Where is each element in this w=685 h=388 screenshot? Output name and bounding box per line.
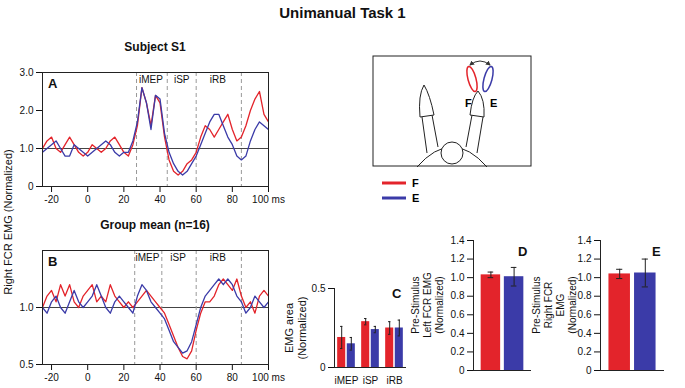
svg-text:1.0: 1.0 (20, 143, 34, 154)
svg-text:iSP: iSP (363, 375, 379, 386)
svg-text:F: F (465, 97, 472, 109)
svg-text:E: E (490, 97, 497, 109)
html-text:B: B (48, 254, 58, 269)
svg-text:40: 40 (154, 194, 166, 205)
svg-text:20: 20 (118, 194, 130, 205)
html-text:A: A (48, 76, 58, 91)
html-text:C: C (392, 286, 402, 301)
svg-text:1.0: 1.0 (578, 272, 592, 283)
html-text:Pre-Stimulus Left FCR EMG (Nor: Pre-Stimulus Left FCR EMG (Normalized) (410, 272, 445, 338)
svg-text:iMEP: iMEP (335, 375, 359, 386)
svg-text:0.5: 0.5 (312, 283, 326, 294)
svg-text:1.2: 1.2 (451, 253, 465, 264)
svg-text:iRB: iRB (210, 252, 226, 263)
svg-text:60: 60 (191, 372, 203, 383)
html-text:Unimanual Task 1: Unimanual Task 1 (279, 4, 406, 21)
svg-text:0: 0 (28, 181, 34, 192)
svg-text:0: 0 (85, 194, 91, 205)
svg-text:0.6: 0.6 (578, 309, 592, 320)
html-text:D: D (518, 244, 528, 259)
svg-text:1.4: 1.4 (451, 235, 465, 246)
svg-text:80: 80 (227, 372, 239, 383)
html-text:Subject S1: Subject S1 (124, 40, 186, 54)
svg-text:0.4: 0.4 (578, 328, 592, 339)
svg-text:-20: -20 (44, 194, 59, 205)
svg-text:1.2: 1.2 (578, 253, 592, 264)
svg-text:2.0: 2.0 (20, 105, 34, 116)
svg-text:0: 0 (320, 362, 326, 373)
svg-text:40: 40 (154, 372, 166, 383)
svg-text:F: F (412, 177, 419, 189)
svg-text:iSP: iSP (170, 252, 186, 263)
html-text:Pre-Stimulus Right FCR EMG (No: Pre-Stimulus Right FCR EMG (Normalized) (531, 276, 578, 334)
svg-text:0.2: 0.2 (451, 346, 465, 357)
svg-text:0: 0 (586, 365, 592, 376)
svg-text:3.0: 3.0 (20, 67, 34, 78)
svg-text:0.5: 0.5 (20, 359, 34, 370)
svg-text:0.2: 0.2 (578, 346, 592, 357)
svg-text:0.4: 0.4 (451, 328, 465, 339)
svg-text:E: E (412, 192, 419, 204)
svg-text:iRB: iRB (386, 375, 402, 386)
svg-text:0: 0 (85, 372, 91, 383)
svg-text:1.0: 1.0 (451, 272, 465, 283)
svg-text:0.8: 0.8 (451, 290, 465, 301)
svg-text:100 ms: 100 ms (252, 372, 285, 383)
svg-text:iSP: iSP (174, 74, 190, 85)
html-text:Right FCR EMG (Normalized): Right FCR EMG (Normalized) (1, 149, 14, 295)
svg-text:80: 80 (227, 194, 239, 205)
html-text:E: E (652, 244, 661, 259)
html-text:EMG area (Normalized): EMG area (Normalized) (283, 296, 308, 360)
svg-text:1.4: 1.4 (578, 235, 592, 246)
svg-text:0.8: 0.8 (578, 290, 592, 301)
svg-text:-20: -20 (44, 372, 59, 383)
svg-text:1.0: 1.0 (20, 302, 34, 313)
svg-text:100 ms: 100 ms (252, 194, 285, 205)
html-text:Group mean (n=16): Group mean (n=16) (100, 218, 210, 232)
svg-text:iMEP: iMEP (139, 74, 163, 85)
svg-text:0: 0 (459, 365, 465, 376)
svg-text:iMEP: iMEP (135, 252, 159, 263)
svg-text:0.6: 0.6 (451, 309, 465, 320)
svg-text:20: 20 (118, 372, 130, 383)
svg-text:60: 60 (191, 194, 203, 205)
svg-text:iRB: iRB (210, 74, 226, 85)
